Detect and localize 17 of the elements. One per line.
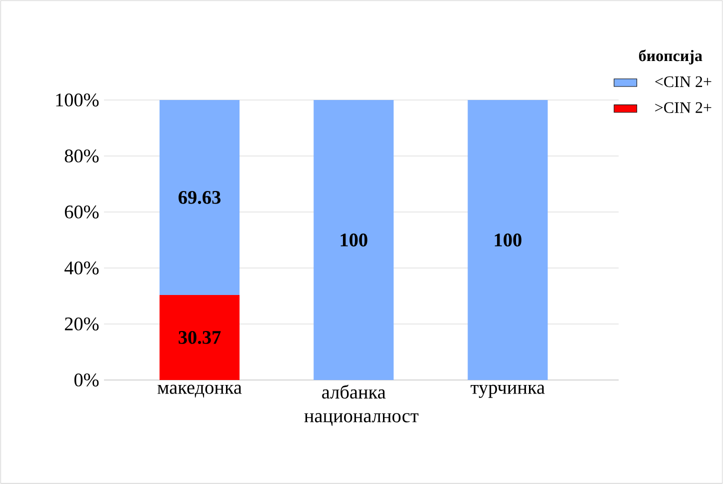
y-tick-label: 80% — [64, 149, 99, 162]
data-label: 100 — [494, 234, 522, 246]
legend-title: биопсија — [639, 50, 702, 64]
y-tick-label: 0% — [74, 373, 99, 386]
legend-label: >CIN 2+ — [655, 102, 712, 114]
x-tick-label: македонка — [158, 384, 242, 398]
x-tick-label: турчинка — [470, 384, 545, 398]
y-tick-label: 40% — [64, 261, 99, 274]
y-tick-label: 20% — [64, 317, 99, 330]
data-label: 100 — [340, 234, 368, 246]
legend-label: <CIN 2+ — [655, 76, 712, 88]
y-tick-label: 100% — [56, 93, 99, 106]
data-label: 30.37 — [178, 330, 221, 344]
x-tick-label: албанка — [322, 384, 386, 399]
y-tick-label: 60% — [64, 205, 99, 218]
x-axis-title: националност — [304, 413, 418, 426]
data-label: 69.63 — [178, 190, 220, 204]
